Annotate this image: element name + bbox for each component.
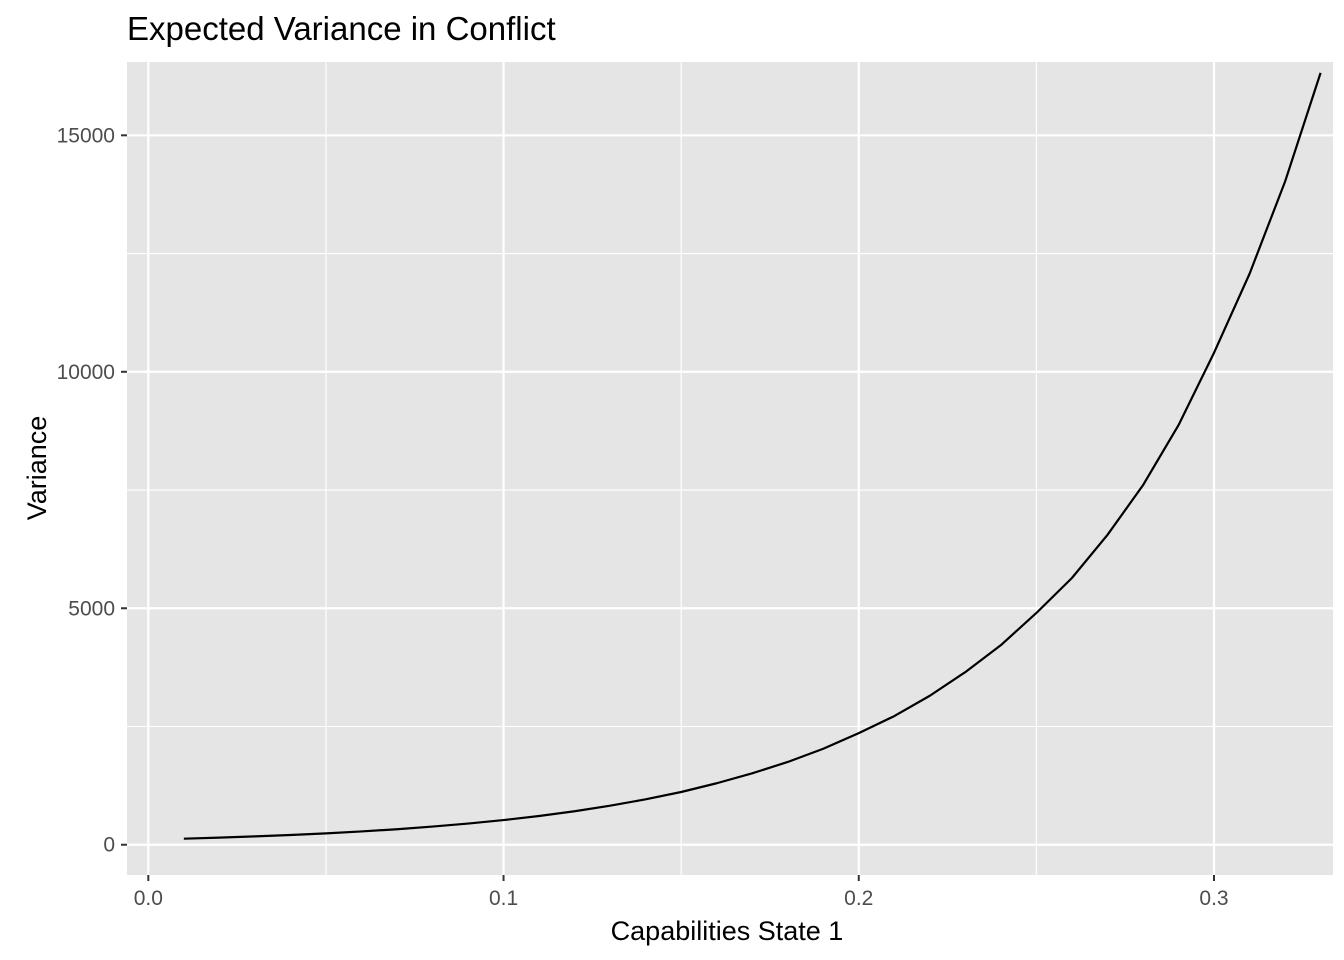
major-gridlines (127, 62, 1333, 875)
x-tick-label: 0.3 (1199, 887, 1228, 910)
y-tick-label: 10000 (57, 361, 115, 384)
x-tick-label: 0.2 (844, 887, 873, 910)
chart-title: Expected Variance in Conflict (127, 10, 556, 47)
y-tick-label: 5000 (68, 597, 115, 620)
y-tick-label: 15000 (57, 124, 115, 147)
y-axis-title: Variance (22, 416, 52, 521)
x-axis-title: Capabilities State 1 (611, 916, 844, 946)
y-axis: 0 5000 10000 15000 (57, 124, 127, 857)
series-line (183, 72, 1322, 840)
series-layer (183, 72, 1322, 840)
y-tick-label: 0 (103, 834, 115, 857)
minor-gridlines (127, 62, 1333, 875)
plot-panel (127, 62, 1333, 875)
x-axis: 0.0 0.1 0.2 0.3 (134, 875, 1229, 910)
x-tick-label: 0.1 (489, 887, 518, 910)
x-tick-label: 0.0 (134, 887, 163, 910)
